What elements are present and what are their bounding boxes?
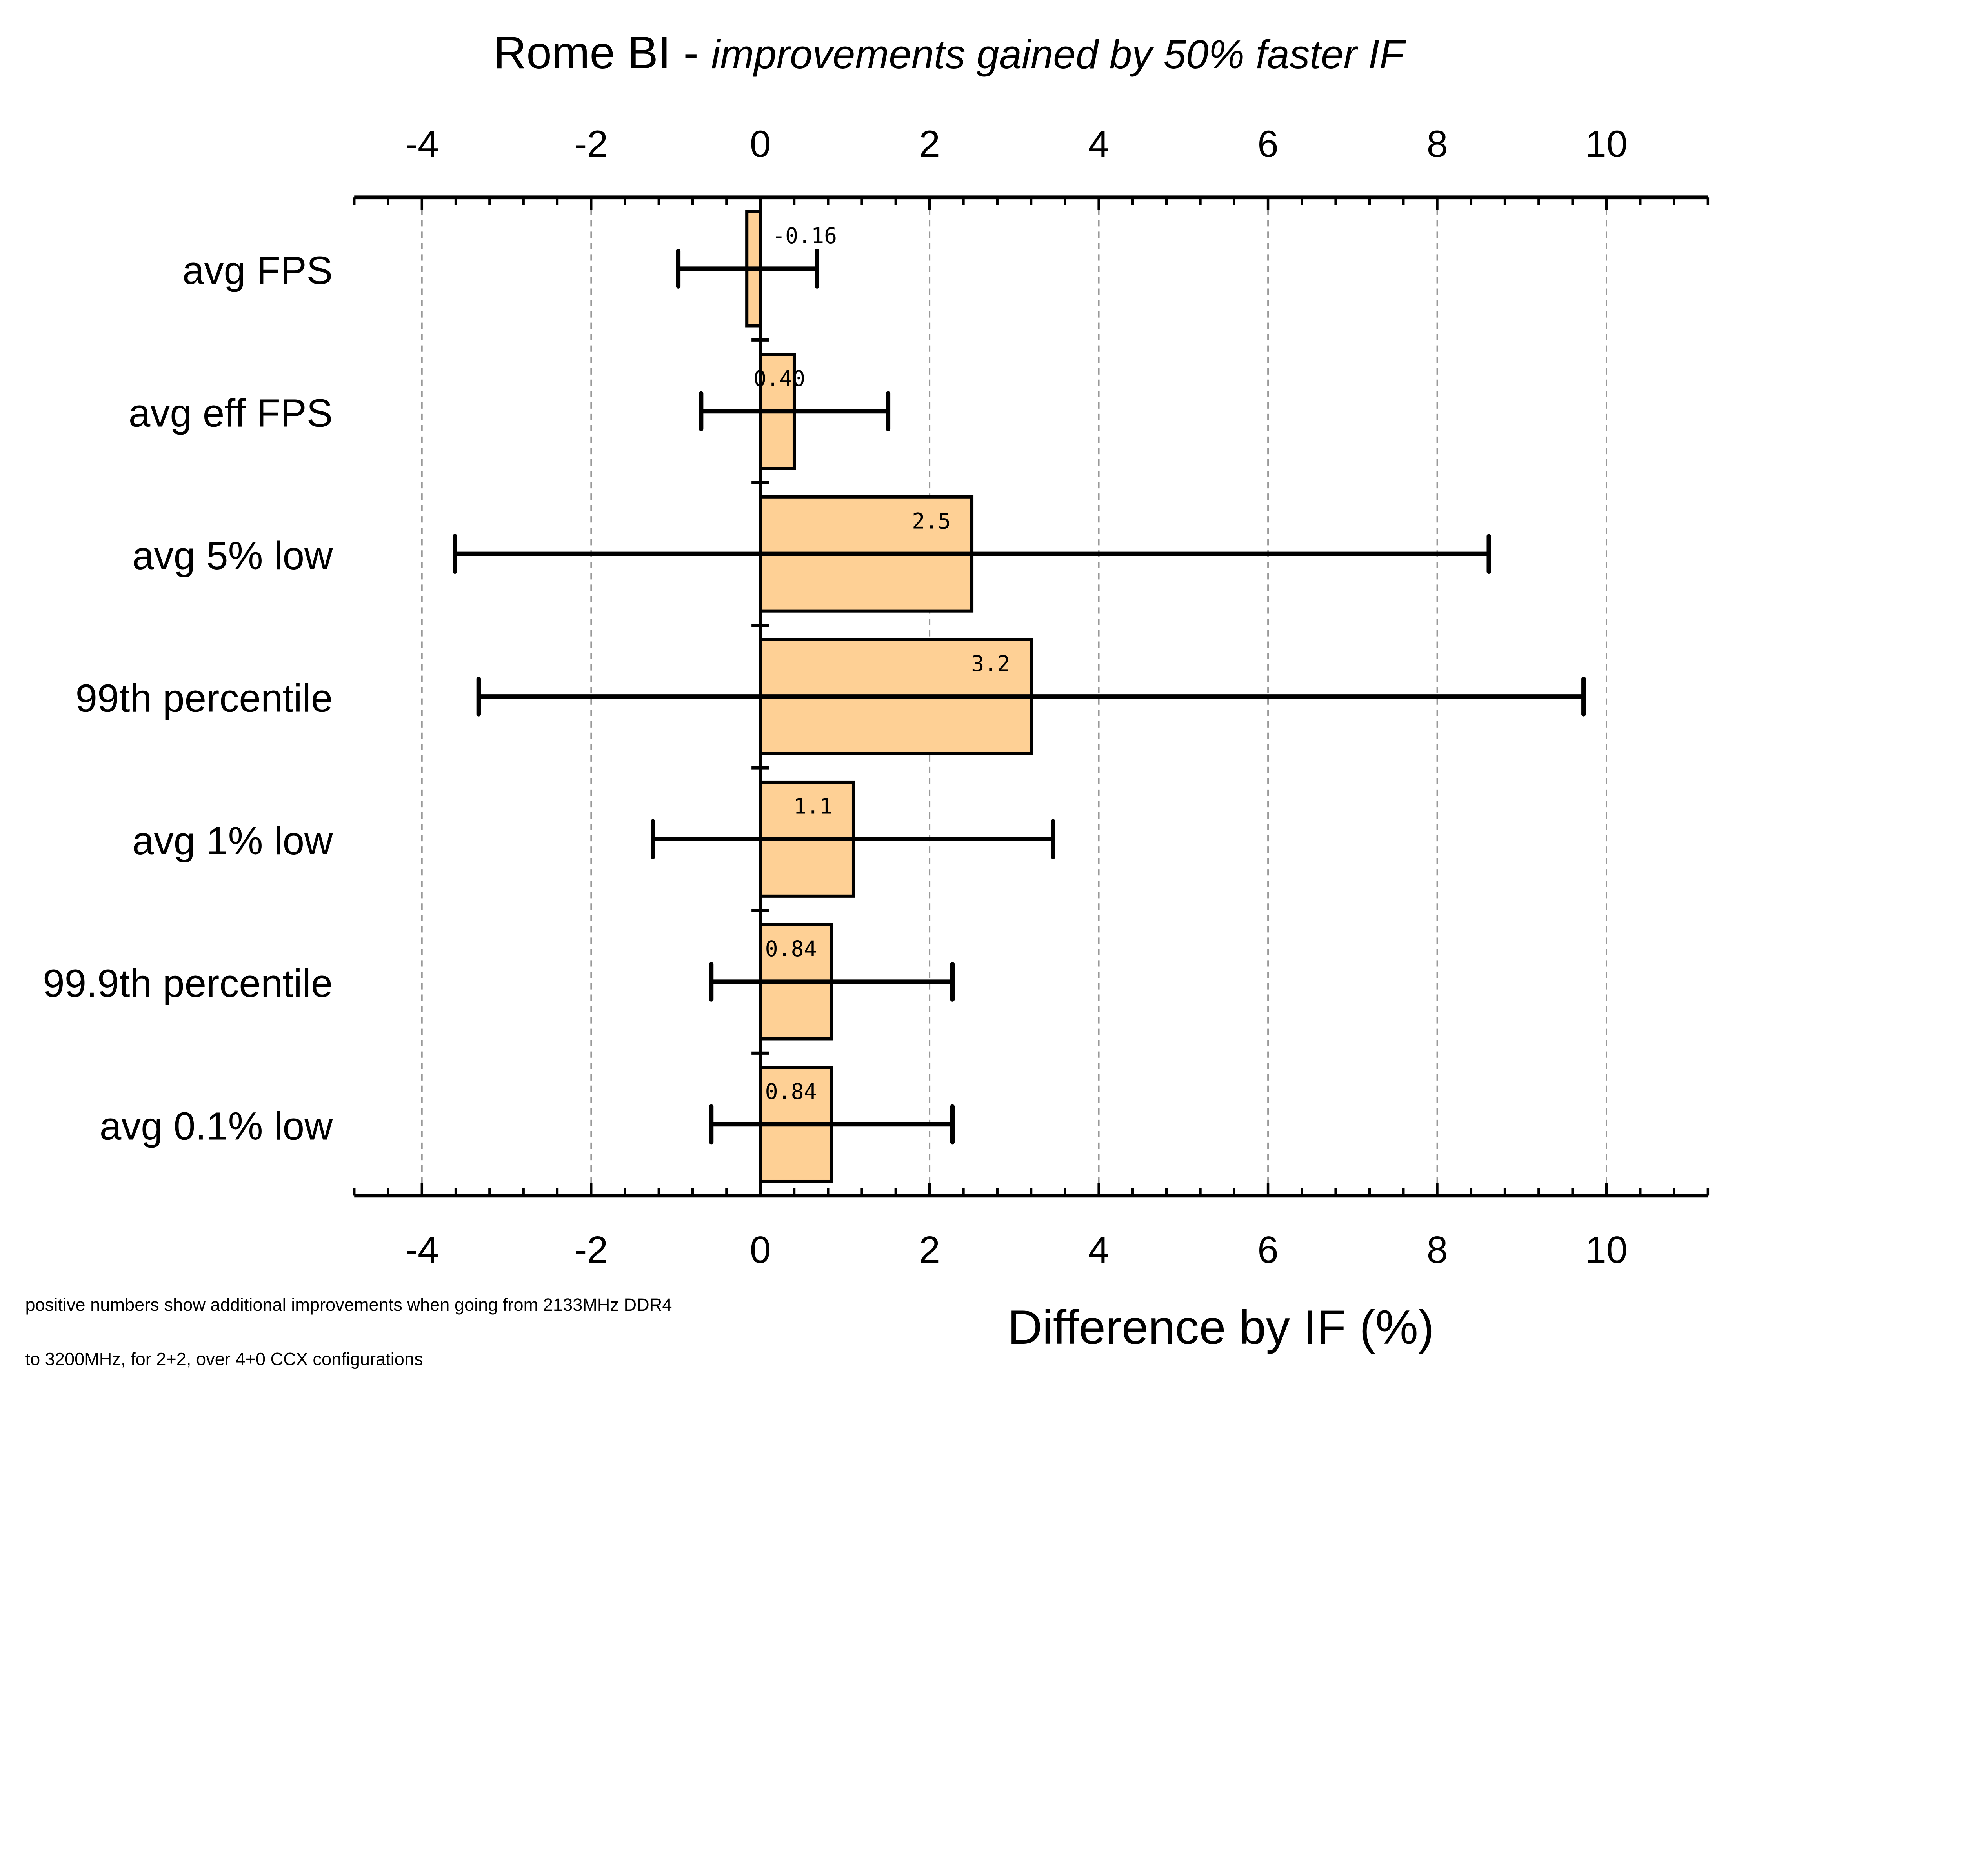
top-tick-label: 2 (919, 122, 940, 165)
title-subtitle: improvements gained by 50% faster IF (711, 32, 1406, 77)
category-label: 99th percentile (75, 677, 333, 721)
category-label: avg 0.1% low (100, 1104, 333, 1148)
value-label: 2.5 (912, 508, 951, 533)
bottom-tick-label: -4 (405, 1228, 439, 1271)
bar-chart: Rome BI - improvements gained by 50% fas… (25, 27, 1710, 1369)
value-label: -0.16 (772, 223, 837, 248)
top-tick-label: 0 (750, 122, 771, 165)
category-label: avg 5% low (132, 534, 333, 578)
bottom-tick-label: 0 (750, 1228, 771, 1271)
chart-title: Rome BI - improvements gained by 50% fas… (493, 27, 1406, 78)
bottom-tick-label: 6 (1257, 1228, 1279, 1271)
top-tick-label: 8 (1427, 122, 1448, 165)
category-label: avg 1% low (132, 819, 333, 863)
value-label: 1.1 (793, 794, 832, 819)
top-tick-label: 6 (1257, 122, 1279, 165)
value-label: 0.84 (765, 936, 817, 961)
bottom-tick-label: 2 (919, 1228, 940, 1271)
value-label: 0.40 (753, 366, 805, 391)
category-label: avg eff FPS (129, 391, 333, 435)
footnote-line-1: positive numbers show additional improve… (25, 1295, 672, 1315)
chart-container: Rome BI - improvements gained by 50% fas… (25, 27, 1710, 1369)
value-label: 3.2 (971, 651, 1010, 676)
title-main: Rome BI - (493, 27, 711, 78)
bottom-tick-label: 4 (1088, 1228, 1110, 1271)
top-tick-label: -2 (574, 122, 608, 165)
category-label: avg FPS (182, 249, 333, 293)
value-label: 0.84 (765, 1079, 817, 1104)
bottom-tick-label: 10 (1585, 1228, 1628, 1271)
axes: -4 -4 -2 -2 0 0 2 2 4 4 6 6 8 8 10 10 avg FPS avg eff FPS… (43, 122, 1710, 1271)
x-axis-label: Difference by IF (%) (1008, 1300, 1434, 1354)
top-tick-label: 10 (1585, 122, 1628, 165)
top-tick-label: -4 (405, 122, 439, 165)
category-label: 99.9th percentile (43, 962, 333, 1006)
footnote-line-2: to 3200MHz, for 2+2, over 4+0 CCX config… (25, 1349, 423, 1369)
bars: -0.16 0.40 2.5 3.2 1.1 0.84 0.84 (453, 210, 1586, 1183)
bottom-tick-label: -2 (574, 1228, 608, 1271)
grid-lines (421, 197, 1607, 1196)
bottom-tick-label: 8 (1427, 1228, 1448, 1271)
top-tick-label: 4 (1088, 122, 1110, 165)
